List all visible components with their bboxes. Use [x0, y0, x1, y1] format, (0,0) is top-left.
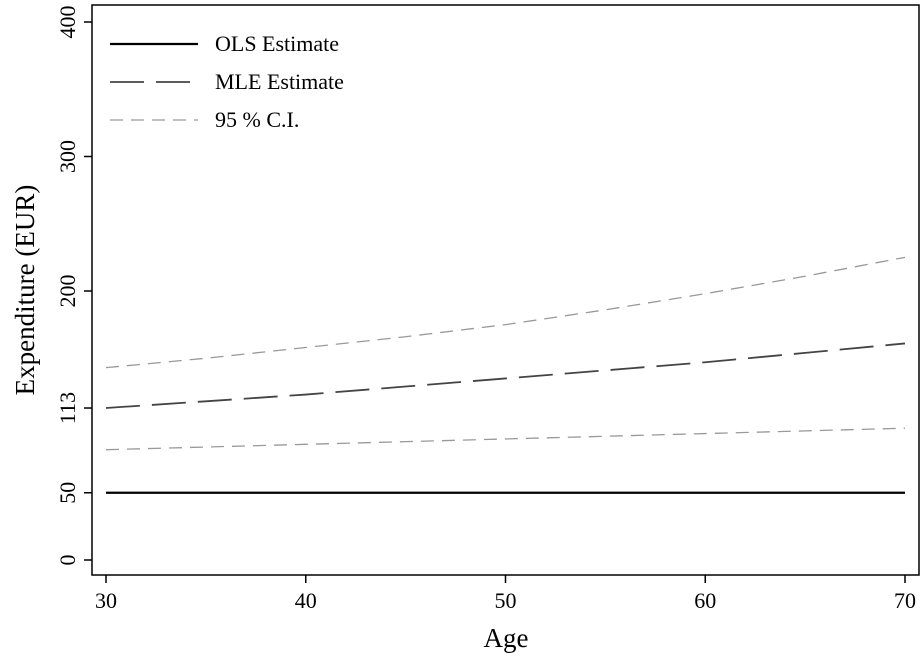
legend-label: OLS Estimate [215, 31, 339, 56]
series-line-3 [105, 256, 906, 369]
legend-label: MLE Estimate [215, 69, 344, 94]
y-tick-label: 50 [55, 482, 80, 504]
y-tick-label: 200 [55, 275, 80, 308]
plot-area-frame [91, 4, 920, 576]
legend: OLS Estimate MLE Estimate 95 % C.I. [110, 31, 344, 132]
x-tick-label: 70 [894, 588, 916, 613]
series-line-2 [105, 342, 906, 409]
y-tick-label: 300 [55, 140, 80, 173]
series-line-4 [105, 427, 906, 451]
x-axis: 30 40 50 60 70 [95, 575, 916, 613]
x-tick-label: 60 [694, 588, 716, 613]
y-tick-label: 0 [55, 555, 80, 566]
legend-label: 95 % C.I. [215, 107, 299, 132]
x-tick-label: 30 [95, 588, 117, 613]
y-axis-title: Expenditure (EUR) [10, 185, 40, 396]
series-layer [105, 256, 906, 494]
y-axis: 0 50 113 200 300 400 [55, 6, 92, 566]
x-axis-title: Age [484, 623, 529, 653]
y-tick-label: 400 [55, 6, 80, 39]
y-tick-label: 113 [55, 392, 80, 424]
x-tick-label: 40 [295, 588, 317, 613]
x-tick-label: 50 [495, 588, 517, 613]
